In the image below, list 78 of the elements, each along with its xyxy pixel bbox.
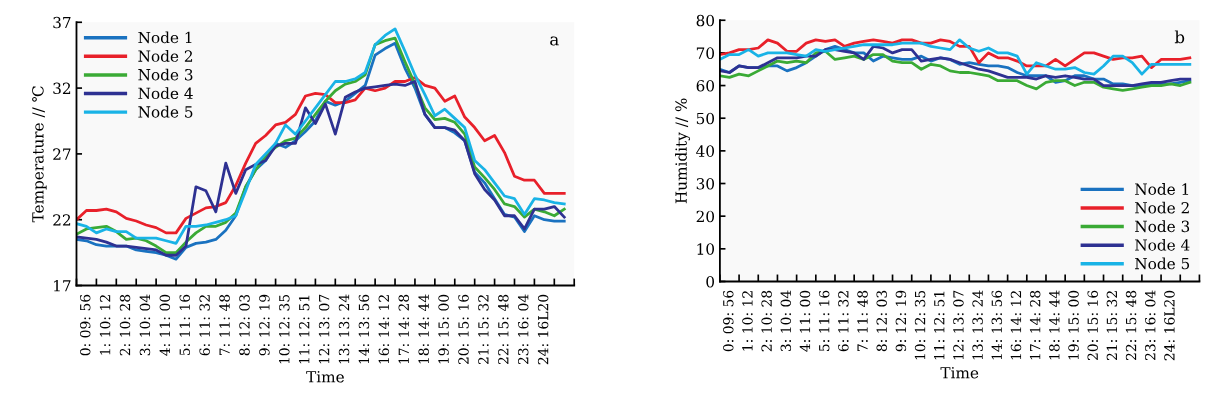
y-tick-label: 17	[54, 279, 71, 292]
x-tick-label: 24: 16L20	[1164, 290, 1175, 361]
legend-label: Node 2	[138, 50, 193, 62]
legend-label: Node 5	[1135, 257, 1190, 270]
x-tick-label: 16: 14: 12	[1010, 291, 1022, 360]
x-tick-label: 1: 10: 12	[99, 295, 111, 355]
x-tick-label: 12: 13: 07	[953, 290, 964, 360]
y-axis-title: Humidity // %	[675, 98, 691, 204]
x-tick-label: 18: 14: 44	[1049, 290, 1060, 360]
x-axis-title: Time	[306, 371, 344, 383]
y-tick-label: 27	[53, 148, 71, 160]
x-tick-label: 7: 11: 48	[857, 290, 868, 352]
y-tick-label: 80	[696, 14, 715, 27]
x-tick-label: 21: 15: 32	[478, 295, 489, 365]
x-tick-label: 14: 13: 56	[991, 290, 1003, 360]
x-tick-label: 23: 16: 04	[517, 294, 529, 365]
y-tick-label: 50	[696, 112, 715, 125]
x-tick-label: 6: 11: 32	[838, 291, 849, 352]
legend-label: Node 4	[1135, 238, 1190, 251]
x-tick-label: 13: 13: 24	[338, 294, 350, 364]
legend-label: Node 1	[138, 31, 192, 44]
x-tick-label: 19: 15: 00	[438, 294, 449, 364]
y-tick-label: 37	[53, 16, 71, 29]
x-tick-label: 8: 12: 03	[876, 290, 887, 352]
annotation: b	[1174, 30, 1185, 44]
x-tick-label: 20: 15: 16	[1087, 290, 1098, 361]
x-tick-label: 14: 13: 56	[358, 294, 370, 364]
x-tick-label: 6: 11: 32	[199, 295, 210, 356]
x-tick-label: 22: 15: 48	[1125, 290, 1137, 361]
x-tick-label: 12: 13: 07	[318, 294, 330, 364]
x-tick-label: 22: 15: 48	[498, 294, 509, 365]
y-tick-label: 22	[53, 214, 71, 226]
x-tick-label: 13: 13: 24	[972, 290, 983, 360]
y-axis-title: Temperature // ℃	[32, 86, 47, 223]
y-tick-label: 20	[696, 210, 715, 223]
x-tick-label: 2: 10: 28	[119, 294, 131, 356]
x-tick-label: 3: 10: 04	[780, 290, 792, 352]
legend-label: Node 1	[1135, 183, 1189, 195]
x-tick-label: 20: 15: 16	[458, 294, 469, 365]
y-tick-label: 10	[697, 243, 715, 255]
x-tick-label: 24: 16L20	[537, 294, 549, 365]
x-tick-label: 21: 15: 32	[1106, 291, 1118, 361]
x-tick-label: 19: 15: 00	[1068, 290, 1079, 360]
x-axis-title: Time	[940, 367, 979, 379]
x-tick-label: 0: 09: 56	[723, 290, 734, 352]
x-tick-label: 23: 16: 04	[1145, 290, 1156, 361]
x-tick-label: 17: 14: 28	[398, 294, 410, 364]
x-tick-label: 5: 11: 16	[818, 290, 830, 351]
y-tick-label: 60	[696, 80, 715, 92]
x-tick-label: 10: 12: 35	[914, 290, 926, 360]
y-tick-label: 30	[696, 177, 715, 190]
y-tick-label: 32	[53, 82, 71, 95]
x-tick-label: 2: 10: 28	[761, 290, 772, 352]
legend-label: Node 4	[138, 87, 193, 100]
legend-label: Node 3	[1135, 220, 1190, 233]
x-tick-label: 11: 12: 51	[934, 291, 945, 360]
x-tick-label: 18: 14: 44	[418, 294, 429, 364]
x-tick-label: 17: 14: 28	[1029, 290, 1041, 360]
legend-label: Node 2	[1135, 201, 1189, 214]
legend-label: Node 5	[138, 105, 193, 118]
x-tick-label: 4: 11: 00	[159, 294, 171, 356]
x-tick-label: 0: 09: 56	[79, 294, 91, 356]
annotation: a	[550, 36, 559, 46]
x-tick-label: 9: 12: 19	[259, 294, 270, 356]
y-tick-label: 0	[706, 275, 715, 288]
x-tick-label: 10: 12: 35	[279, 294, 290, 364]
x-tick-label: 11: 12: 51	[298, 295, 310, 364]
legend-label: Node 3	[138, 68, 193, 81]
x-tick-label: 9: 12: 19	[895, 290, 907, 352]
x-tick-label: 16: 14: 12	[378, 295, 390, 364]
x-tick-label: 7: 11: 48	[219, 294, 230, 356]
x-tick-label: 4: 11: 00	[799, 290, 811, 352]
x-tick-label: 1: 10: 12	[742, 291, 753, 351]
y-tick-label: 40	[696, 145, 715, 157]
x-tick-label: 8: 12: 03	[239, 294, 250, 356]
x-tick-label: 3: 10: 04	[139, 294, 151, 356]
y-tick-label: 70	[696, 47, 715, 59]
x-tick-label: 5: 11: 16	[179, 294, 191, 356]
